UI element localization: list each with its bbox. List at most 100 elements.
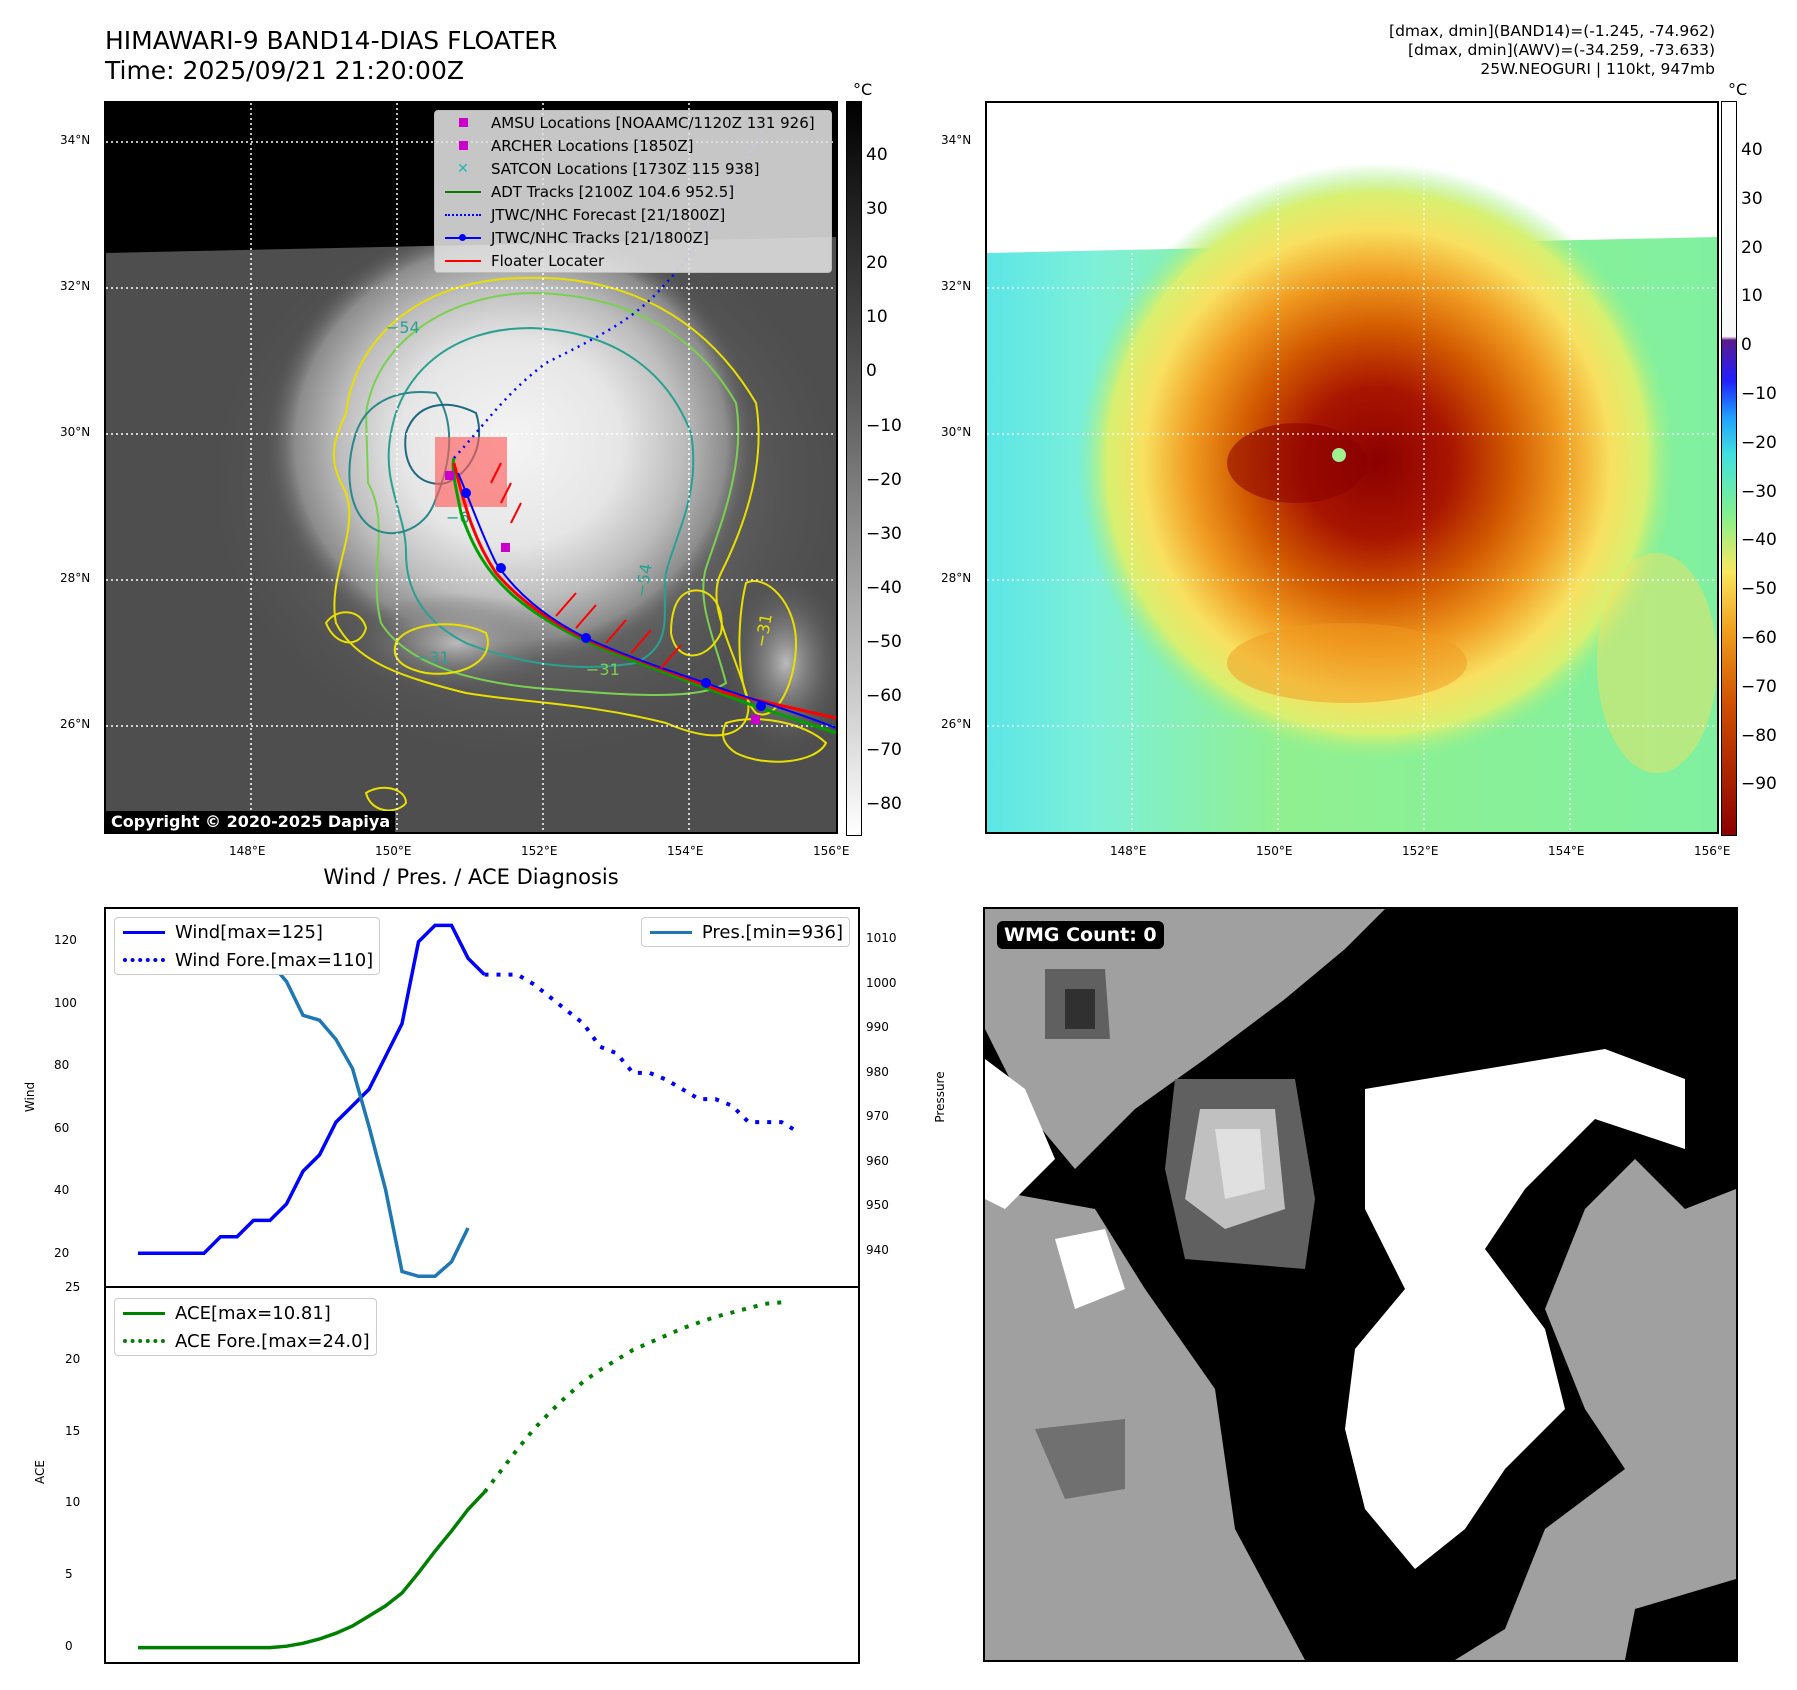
colorbar-gray-tick: −40	[866, 577, 902, 598]
ir-map-panel: −54 −6 −54 −31 −31 −31 AMSU L	[104, 101, 838, 834]
pres-legend: Pres.[min=936]	[640, 917, 850, 947]
contour-label: −54	[386, 318, 420, 337]
lat-tick: 30°N	[60, 425, 91, 439]
pres-tick: 980	[866, 1064, 889, 1079]
colorbar-color-tick: −10	[1741, 384, 1777, 404]
colorbar-gray-tick: 0	[866, 361, 877, 382]
colorbar-color-tick: 10	[1741, 286, 1763, 307]
lat-tick: 34°N	[60, 133, 91, 147]
ace-tick: 25	[65, 1280, 81, 1294]
lat-tick: 30°N	[941, 425, 972, 439]
lon-tick: 150°E	[375, 844, 412, 858]
wind-pres-panel: Wind[max=125] Wind Fore.[max=110] Pres.[…	[104, 907, 860, 1288]
pres-tick: 960	[866, 1153, 889, 1168]
colorbar-gray-tick: 30	[866, 199, 888, 220]
lon-tick: 150°E	[1256, 844, 1293, 858]
lon-tick: 154°E	[667, 844, 704, 858]
colorbar-gray-tick: −10	[866, 415, 902, 436]
series-line	[138, 1490, 486, 1650]
ace-tick: 15	[65, 1423, 81, 1438]
colorbar-color-tick: 20	[1741, 237, 1763, 258]
series-line	[484, 972, 800, 1134]
plot-time: Time: 2025/09/21 21:20:00Z	[105, 56, 464, 85]
pres-tick: 940	[866, 1242, 889, 1257]
legend-jtwc-tracks: JTWC/NHC Tracks [21/1800Z]	[435, 226, 831, 249]
series-line	[482, 1300, 782, 1494]
wind-tick: 100	[54, 995, 77, 1010]
lat-tick: 34°N	[941, 133, 972, 147]
colorbar-color-tick: −70	[1741, 676, 1777, 697]
legend-adt: ADT Tracks [2100Z 104.6 952.5]	[435, 180, 831, 203]
pres-tick: 950	[866, 1198, 889, 1212]
lon-tick: 148°E	[229, 844, 266, 858]
wind-legend: Wind[max=125] Wind Fore.[max=110]	[114, 917, 381, 975]
lon-tick: 154°E	[1548, 844, 1585, 858]
colorbar-color-tick: −60	[1741, 628, 1777, 648]
colorbar-color-tick: 30	[1741, 188, 1763, 209]
ace-tick: 20	[65, 1351, 81, 1366]
colorbar-color-tick: −80	[1741, 725, 1777, 746]
wind-ylabel: Wind	[23, 1081, 37, 1113]
lat-tick: 28°N	[941, 571, 972, 585]
pres-tick: 970	[866, 1109, 889, 1123]
awv-map-panel	[985, 101, 1719, 834]
ace-legend: ACE[max=10.81] ACE Fore.[max=24.0]	[114, 1298, 377, 1356]
map-legend: AMSU Locations [NOAAMC/1120Z 131 926] AR…	[434, 110, 832, 273]
lon-tick: 152°E	[521, 844, 558, 858]
jtwc-forecast-track	[453, 122, 768, 459]
series-line	[138, 931, 470, 1279]
colorbar-color-tick: −20	[1741, 432, 1777, 453]
lon-tick: 156°E	[1694, 844, 1731, 858]
legend-archer: ARCHER Locations [1850Z]	[435, 134, 831, 157]
colorbar-color-tick: 40	[1741, 140, 1763, 160]
wmg-count-label: WMG Count: 0	[997, 921, 1164, 949]
plot-title: HIMAWARI-9 BAND14-DIAS FLOATER	[105, 26, 558, 55]
colorbar-color-unit: °C	[1728, 80, 1748, 99]
ace-tick: 0	[65, 1639, 73, 1653]
colorbar-color	[1721, 101, 1737, 836]
wind-tick: 40	[54, 1183, 70, 1197]
wind-tick: 120	[54, 933, 77, 947]
colorbar-color-tick: 0	[1741, 335, 1752, 356]
colorbar-gray-tick: −50	[866, 631, 902, 652]
pres-tick: 990	[866, 1020, 889, 1034]
legend-floater: Floater Locater	[435, 249, 831, 272]
lon-tick: 148°E	[1110, 844, 1147, 858]
lat-tick: 28°N	[60, 571, 91, 585]
legend-wind: Wind[max=125]	[115, 918, 379, 946]
lat-tick: 32°N	[941, 279, 972, 293]
colorbar-gray	[846, 101, 862, 836]
ace-plot	[138, 1300, 782, 1650]
info-awv: [dmax, dmin](AWV)=(-34.259, -73.633)	[1408, 41, 1715, 59]
legend-satcon: ✕ SATCON Locations [1730Z 115 938]	[457, 159, 760, 178]
lon-tick: 152°E	[1402, 844, 1439, 858]
colorbar-gray-tick: −30	[866, 523, 902, 544]
wmg-panel: WMG Count: 0	[983, 907, 1738, 1662]
legend-wind-fore: Wind Fore.[max=110]	[115, 946, 379, 974]
ace-panel: ACE[max=10.81] ACE Fore.[max=24.0]	[104, 1286, 860, 1664]
colorbar-color-tick: −40	[1741, 530, 1777, 551]
info-storm: 25W.NEOGURI | 110kt, 947mb	[1480, 60, 1715, 78]
lat-tick: 26°N	[60, 717, 91, 731]
pres-ylabel: Pressure	[933, 1071, 947, 1123]
ace-tick: 10	[65, 1495, 81, 1510]
colorbar-gray-tick: 20	[866, 253, 888, 274]
jtwc-track	[457, 472, 836, 729]
ace-ylabel: ACE	[33, 1460, 47, 1484]
awv-map-image	[987, 103, 1717, 832]
legend-jtwc-forecast: JTWC/NHC Forecast [21/1800Z]	[435, 203, 831, 226]
wind-tick: 20	[54, 1245, 70, 1260]
contour-label: −31	[416, 648, 450, 667]
diagnosis-title: Wind / Pres. / ACE Diagnosis	[323, 865, 619, 889]
legend-pres: Pres.[min=936]	[642, 918, 849, 946]
colorbar-color-tick: −30	[1741, 481, 1777, 502]
colorbar-color-tick: −90	[1741, 774, 1777, 795]
colorbar-gray-tick: −80	[866, 794, 902, 815]
legend-amsu: AMSU Locations [NOAAMC/1120Z 131 926]	[435, 111, 831, 134]
wmg-image	[985, 909, 1736, 1660]
contour-label: −31	[586, 660, 620, 679]
colorbar-gray-tick: −70	[866, 740, 902, 761]
lon-tick: 156°E	[813, 844, 850, 858]
wind-tick: 80	[54, 1058, 70, 1072]
lat-tick: 26°N	[941, 717, 972, 731]
